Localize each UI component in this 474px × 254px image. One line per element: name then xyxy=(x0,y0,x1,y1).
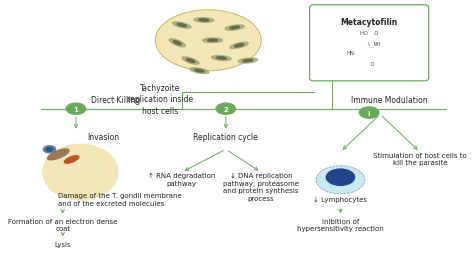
Ellipse shape xyxy=(182,58,199,65)
Ellipse shape xyxy=(243,60,253,62)
Ellipse shape xyxy=(199,20,209,22)
Ellipse shape xyxy=(169,40,185,48)
Ellipse shape xyxy=(186,59,195,63)
Ellipse shape xyxy=(238,59,258,64)
Text: ↓ DNA replication
pathway, proteasome
and protein synthesis
process: ↓ DNA replication pathway, proteasome an… xyxy=(223,172,299,201)
Text: O: O xyxy=(364,61,374,66)
Ellipse shape xyxy=(230,27,239,30)
Ellipse shape xyxy=(46,148,53,152)
Ellipse shape xyxy=(217,58,226,60)
Ellipse shape xyxy=(173,23,191,29)
Text: ↑ RNA degradation
pathway: ↑ RNA degradation pathway xyxy=(148,172,216,186)
Circle shape xyxy=(155,11,261,71)
Text: Replication cycle: Replication cycle xyxy=(193,132,258,141)
Text: Metacytofilin: Metacytofilin xyxy=(340,18,398,27)
Text: \_NH: \_NH xyxy=(358,41,380,47)
Circle shape xyxy=(66,104,86,115)
Text: i: i xyxy=(368,110,370,116)
Text: ↓ Lymphocytes: ↓ Lymphocytes xyxy=(313,197,367,202)
Text: Damage of the T. gondii membrane
and of the excreted molecules: Damage of the T. gondii membrane and of … xyxy=(58,193,182,206)
Text: Invasion: Invasion xyxy=(87,132,119,141)
FancyBboxPatch shape xyxy=(310,6,428,82)
Text: Immune Modulation: Immune Modulation xyxy=(351,95,427,104)
Ellipse shape xyxy=(64,156,79,164)
Ellipse shape xyxy=(47,149,69,160)
Text: Direct Killing: Direct Killing xyxy=(91,95,140,104)
Circle shape xyxy=(359,107,379,119)
Circle shape xyxy=(316,166,365,194)
Circle shape xyxy=(216,104,236,115)
Text: Stimulation of host cells to
kill the parasite: Stimulation of host cells to kill the pa… xyxy=(373,152,467,166)
Ellipse shape xyxy=(195,70,204,73)
Text: Tachyzoite
replication inside
host cells: Tachyzoite replication inside host cells xyxy=(127,84,193,115)
Ellipse shape xyxy=(43,145,118,200)
Ellipse shape xyxy=(230,43,248,49)
Ellipse shape xyxy=(203,39,222,43)
Text: Formation of an electron dense
coat: Formation of an electron dense coat xyxy=(8,218,118,231)
Text: 1: 1 xyxy=(73,106,78,112)
Ellipse shape xyxy=(194,19,214,23)
Ellipse shape xyxy=(212,56,231,61)
Ellipse shape xyxy=(173,42,182,46)
Ellipse shape xyxy=(235,45,244,48)
Text: 2: 2 xyxy=(223,106,228,112)
Circle shape xyxy=(327,169,355,186)
Text: Inibition of
hypersensitivity reaction: Inibition of hypersensitivity reaction xyxy=(297,218,384,231)
Text: HO    O: HO O xyxy=(360,31,378,36)
Text: HN-: HN- xyxy=(346,51,356,56)
Ellipse shape xyxy=(177,24,186,27)
Ellipse shape xyxy=(190,69,209,74)
Text: Lysis: Lysis xyxy=(55,241,71,247)
Ellipse shape xyxy=(208,40,218,42)
Ellipse shape xyxy=(43,146,55,153)
Ellipse shape xyxy=(225,26,244,31)
